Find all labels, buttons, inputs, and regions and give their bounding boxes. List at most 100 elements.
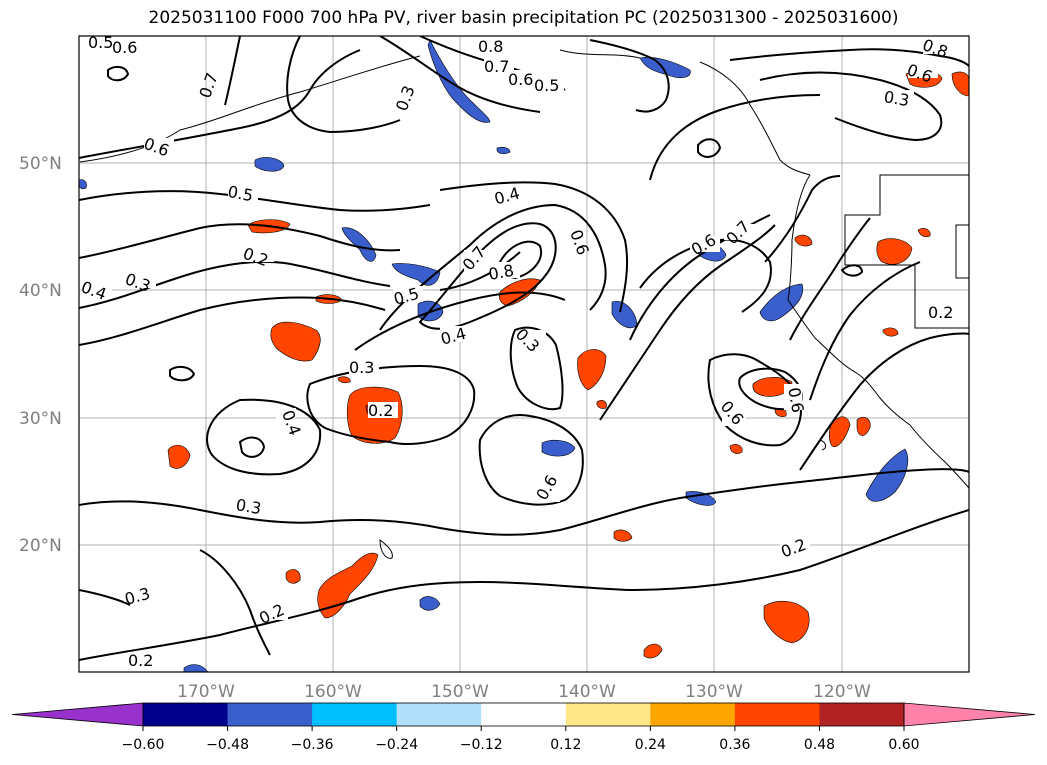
pv-contour-line [169, 365, 196, 382]
lat-label-40n: 40°N [19, 281, 62, 301]
positive-anomaly-region [643, 643, 663, 659]
pv-contour-line [286, 36, 401, 134]
positive-anomaly-region [337, 376, 351, 384]
pv-contour-line [79, 190, 431, 212]
contour-label: 0.3 [882, 87, 910, 110]
contour-label: 0.6 [784, 386, 807, 414]
positive-anomaly-region [876, 238, 913, 265]
coastline-layer [79, 49, 969, 559]
pv-contour-line [478, 414, 584, 506]
pv-contour-line [809, 261, 921, 401]
pv-contour-line [79, 468, 969, 536]
pv-contour-layer [79, 36, 969, 661]
positive-anomaly-region [285, 569, 301, 584]
contour-label: 0.6 [508, 70, 533, 89]
negative-anomaly-region [419, 596, 441, 611]
pv-contour-line [729, 48, 969, 67]
lon-label-160w: 160°W [304, 682, 362, 702]
pv-contour-line [306, 364, 476, 445]
positive-anomaly-region [752, 377, 793, 397]
positive-anomaly-region [794, 234, 813, 247]
contour-label: 0.2 [128, 651, 153, 670]
negative-anomaly-region [254, 157, 285, 172]
colorbar-tick-label: 0.60 [888, 737, 919, 753]
negative-anomaly-region [427, 39, 491, 123]
positive-anomaly-region [882, 327, 899, 337]
pv-contour-line [79, 49, 361, 159]
colorbar-tick-label: −0.36 [291, 737, 334, 753]
positive-anomaly-region [596, 400, 607, 409]
colorbar-frame [142, 702, 905, 727]
lon-label-130w: 130°W [685, 682, 743, 702]
contour-label: 0.2 [368, 401, 393, 420]
pv-contour-line [238, 436, 266, 458]
positive-anomaly-region [951, 71, 969, 97]
positive-anomaly-region [856, 416, 871, 436]
colorbar-tick-label: −0.24 [375, 737, 418, 753]
negative-anomaly-region [541, 439, 576, 457]
pv-contour-line [599, 224, 776, 421]
pv-contour-line [639, 238, 772, 313]
pv-contour-line [224, 36, 241, 106]
contour-label: 0.8 [478, 37, 503, 56]
positive-anomaly-region [270, 321, 321, 362]
pv-contour-line [789, 217, 871, 341]
pv-contour-line [439, 181, 629, 313]
pv-contour-line [840, 264, 864, 277]
colorbar-swatch [565, 703, 651, 726]
lat-label-20n: 20°N [19, 536, 62, 556]
pv-contour-line [509, 326, 564, 410]
colorbar-swatch [143, 703, 229, 726]
positive-anomaly-region [828, 416, 851, 448]
colorbar-tick-label: −0.60 [122, 737, 165, 753]
lon-label-140w: 140°W [558, 682, 616, 702]
colorbar-swatch [227, 703, 313, 726]
pv-contour-line [354, 291, 566, 351]
colorbar-swatch [650, 703, 736, 726]
colorbar-extend-max [903, 702, 1036, 727]
colorbar: −0.60 −0.48 −0.36 −0.24 −0.12 0.12 0.24 0.36 0.4… [11, 702, 1036, 753]
map-panel: 0.5 0.6 0.7 0.3 0.8 0.7 0.6 0.5 0.8 0.6 … [78, 33, 970, 673]
pv-contour-line [439, 251, 521, 291]
pv-contour-line [79, 260, 391, 309]
pv-contour-line [764, 175, 841, 263]
colorbar-tick-label: 0.12 [550, 737, 581, 753]
positive-anomaly-region [167, 444, 191, 469]
colorbar-swatch [481, 703, 567, 726]
positive-anomaly-region [729, 444, 743, 454]
colorbar-tick-label: 0.24 [635, 737, 666, 753]
pv-contour-line [379, 203, 607, 331]
pv-contour-line [206, 398, 322, 476]
map-frame [78, 35, 970, 673]
pv-contour-line [79, 589, 131, 606]
pv-contour-line [649, 94, 821, 181]
contour-label: 0.3 [234, 495, 262, 518]
colorbar-tick-label: 0.36 [719, 737, 750, 753]
colorbar-swatch [819, 703, 905, 726]
pv-contour-line [379, 36, 541, 113]
contour-label: 0.5 [88, 33, 113, 52]
pv-contour-line [759, 71, 943, 142]
pv-contour-line [589, 39, 670, 113]
contour-label: 0.6 [112, 38, 137, 57]
latitude-axis: 50°N 40°N 30°N 20°N [19, 154, 62, 556]
contour-label: 0.3 [349, 358, 374, 377]
pv-contour-line [799, 332, 969, 471]
contour-label: 0.5 [534, 76, 559, 95]
longitude-axis: 170°W 160°W 150°W 140°W 130°W 120°W [177, 682, 871, 702]
contour-label: 0.2 [928, 303, 953, 322]
positive-anomaly-region [613, 529, 633, 542]
negative-anomaly-region [183, 664, 209, 672]
colorbar-tick-label: −0.12 [460, 737, 503, 753]
negative-anomaly-region [496, 146, 511, 155]
colorbar-swatch [396, 703, 482, 726]
lat-label-30n: 30°N [19, 409, 62, 429]
negative-anomaly-region [759, 283, 804, 322]
pv-contour-line [199, 549, 271, 656]
positive-anomaly-region [577, 349, 607, 391]
pv-contour-line [697, 138, 722, 158]
contour-label: 0.5 [226, 182, 254, 205]
negative-anomaly-region [341, 227, 377, 262]
positive-anomaly-region [317, 552, 379, 619]
lon-label-170w: 170°W [177, 682, 235, 702]
